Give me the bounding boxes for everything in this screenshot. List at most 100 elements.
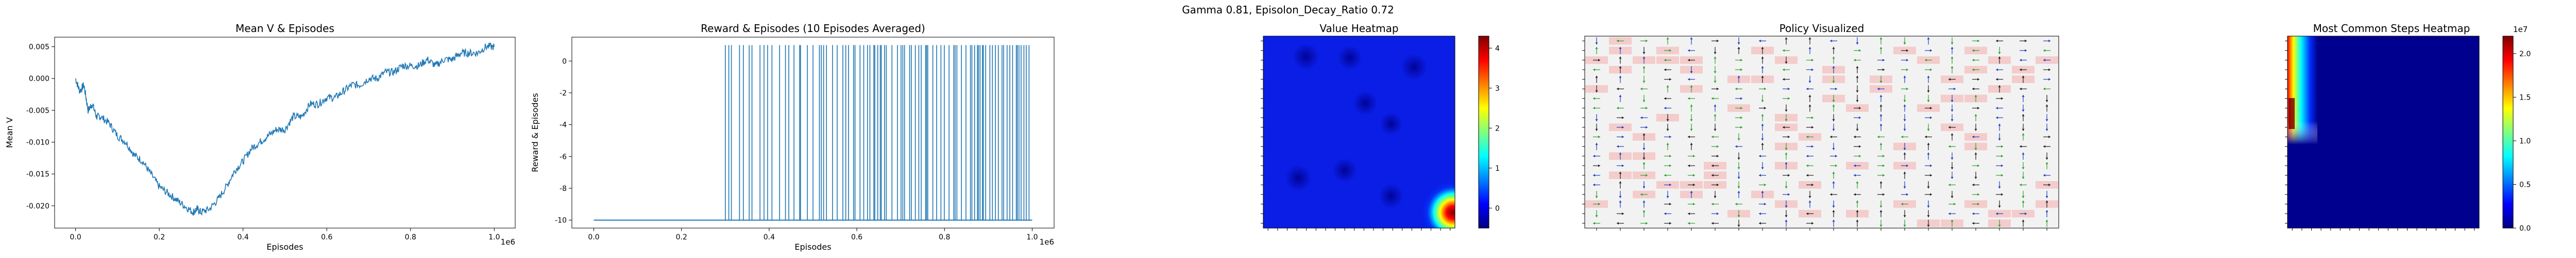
policy-arrow bbox=[1903, 171, 1906, 179]
policy-arrow bbox=[2020, 87, 2027, 90]
mean-v-ytick-label: -0.010 bbox=[26, 139, 49, 147]
policy-arrow bbox=[1879, 142, 1883, 150]
policy-arrow bbox=[2045, 200, 2048, 208]
policy-arrow bbox=[1759, 87, 1766, 90]
policy-arrow bbox=[1664, 174, 1671, 177]
policy-arrow bbox=[1595, 190, 1598, 198]
policy-arrow bbox=[1761, 133, 1764, 141]
value-dim-spot bbox=[1379, 184, 1403, 208]
policy-arrow bbox=[1877, 68, 1885, 71]
steps-heatmap: Most Common Steps Heatmap 2.0 1.5 1.0 0.5 0.… bbox=[2285, 22, 2531, 233]
policy-arrow bbox=[1925, 193, 1932, 196]
policy-arrow bbox=[1877, 164, 1885, 167]
policy-arrow bbox=[1595, 114, 1598, 122]
policy-arrow bbox=[1806, 126, 1814, 129]
reward-title: Reward & Episodes (10 Episodes Averaged) bbox=[701, 22, 925, 35]
policy-arrow bbox=[1830, 155, 1837, 157]
policy-arrow bbox=[1972, 78, 1979, 81]
policy-arrow bbox=[1974, 152, 1977, 160]
policy-arrow bbox=[1996, 193, 2003, 196]
policy-arrow bbox=[1951, 94, 1954, 102]
policy-arrow bbox=[1666, 37, 1669, 45]
policy-arrow bbox=[1688, 59, 1695, 61]
reward-xtick-label: 0.0 bbox=[588, 233, 599, 241]
policy-arrow bbox=[1972, 39, 1979, 42]
policy-arrow bbox=[1854, 164, 1861, 167]
policy-arrow bbox=[1948, 126, 1956, 129]
value-heatmap: Value Heatmap 4 3 2 1 0 bbox=[1261, 22, 1500, 231]
policy-arrow bbox=[1925, 174, 1932, 177]
policy-arrow bbox=[2045, 190, 2048, 198]
policy-arrow bbox=[1951, 46, 1954, 54]
policy-arrow bbox=[1735, 203, 1742, 205]
policy-arrow bbox=[1832, 94, 1835, 102]
policy-arrow bbox=[2022, 104, 2025, 112]
policy-arrow bbox=[1785, 181, 1788, 189]
value-dim-spot bbox=[1285, 165, 1312, 191]
policy-arrow bbox=[2022, 123, 2025, 131]
policy-arrow bbox=[1832, 56, 1835, 64]
policy-arrow bbox=[1856, 85, 1859, 93]
policy-arrow bbox=[1856, 94, 1859, 102]
policy-arrow bbox=[1996, 212, 2003, 215]
mean-v-chart: Mean V & Episodes 0.0 0.2 0.4 0.6 0.8 1.0 0.00… bbox=[5, 22, 516, 252]
policy-arrow bbox=[1996, 155, 2003, 157]
policy-arrow bbox=[1879, 46, 1883, 54]
policy-arrow bbox=[1759, 183, 1766, 186]
policy-arrow bbox=[1808, 46, 1811, 54]
steps-title: Most Common Steps Heatmap bbox=[2313, 22, 2470, 35]
policy-arrow bbox=[1877, 155, 1885, 157]
value-heatmap-title: Value Heatmap bbox=[1319, 22, 1398, 35]
policy-arrow bbox=[1832, 210, 1835, 218]
steps-colorbar-ticks: 2.0 1.5 1.0 0.5 0.0 bbox=[2513, 50, 2531, 233]
reward-ytick-label: -2 bbox=[560, 89, 567, 98]
policy-arrow bbox=[1972, 193, 1979, 196]
policy-arrow bbox=[1642, 66, 1646, 74]
policy-arrow bbox=[1666, 114, 1669, 122]
policy-arrow bbox=[1711, 97, 1719, 100]
reward-x-scale-label: 1e6 bbox=[1040, 237, 1054, 247]
policy-arrow bbox=[1903, 104, 1906, 112]
policy-arrow bbox=[1737, 210, 1740, 218]
policy-arrow bbox=[1688, 49, 1695, 52]
policy-arrow bbox=[1785, 37, 1788, 45]
policy-arrow bbox=[1951, 114, 1954, 122]
policy-arrow bbox=[1974, 114, 1977, 122]
policy-arrow bbox=[1783, 174, 1790, 177]
policy-arrow bbox=[1927, 85, 1930, 93]
policy-arrow bbox=[1595, 85, 1598, 93]
policy-arrow bbox=[1972, 222, 1979, 225]
policy-arrow bbox=[1901, 193, 1908, 196]
policy-arrow bbox=[1951, 56, 1954, 64]
policy-arrow bbox=[1737, 152, 1740, 160]
policy-arrow bbox=[1806, 183, 1814, 186]
policy-arrow bbox=[1951, 219, 1954, 227]
policy-arrow bbox=[1901, 203, 1908, 205]
policy-arrow bbox=[1711, 212, 1719, 215]
mean-v-xtick-label: 0.2 bbox=[154, 233, 165, 241]
policy-arrow bbox=[1806, 155, 1814, 157]
policy-arrow bbox=[1737, 46, 1740, 54]
policy-arrow bbox=[1832, 46, 1835, 54]
steps-colorbar-tick-label: 1.5 bbox=[2519, 93, 2531, 102]
steps-colorbar-tick-label: 0.0 bbox=[2519, 224, 2531, 233]
policy-arrow bbox=[1998, 56, 2001, 64]
policy-arrow bbox=[1761, 46, 1764, 54]
mean-v-series-line bbox=[75, 42, 495, 216]
policy-arrow bbox=[1688, 164, 1695, 167]
policy-arrow bbox=[1948, 183, 1956, 186]
policy-arrow bbox=[1996, 174, 2003, 177]
policy-arrow bbox=[1856, 200, 1859, 208]
policy-arrow bbox=[1617, 212, 1624, 215]
policy-arrow bbox=[1972, 68, 1979, 71]
policy-arrow bbox=[1901, 49, 1908, 52]
reward-ytick-label: 0 bbox=[562, 57, 567, 66]
policy-arrow bbox=[1783, 97, 1790, 100]
steps-colorbar-tick-label: 0.5 bbox=[2519, 181, 2531, 189]
policy-arrow bbox=[1998, 219, 2001, 227]
policy-arrow bbox=[1854, 155, 1861, 157]
policy-arrow bbox=[1619, 56, 1622, 64]
policy-arrow bbox=[1642, 56, 1646, 64]
policy-arrow bbox=[1688, 97, 1695, 100]
policy-arrow bbox=[2043, 39, 2050, 42]
